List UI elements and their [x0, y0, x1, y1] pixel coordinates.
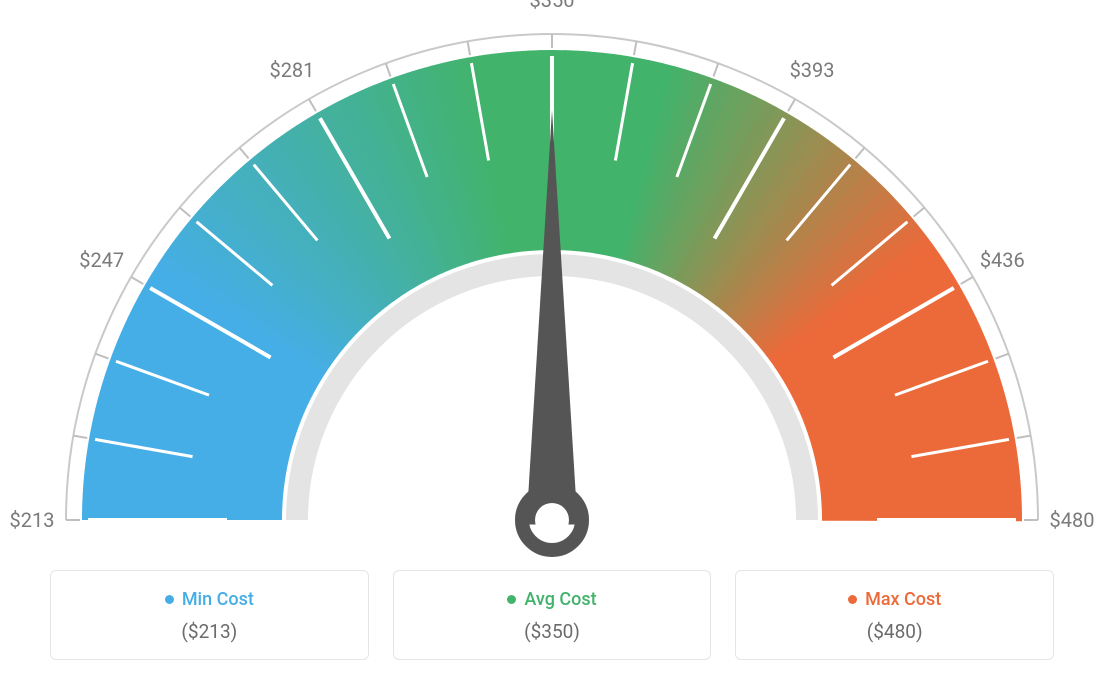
gauge-tick-label: $436	[980, 248, 1025, 272]
legend-avg-value: ($350)	[404, 620, 701, 643]
dot-icon	[848, 595, 857, 604]
gauge-tick-label: $350	[530, 0, 575, 12]
legend-min-card: Min Cost ($213)	[50, 570, 369, 660]
legend-max-title: Max Cost	[848, 589, 941, 610]
legend-row: Min Cost ($213) Avg Cost ($350) Max Cost…	[50, 570, 1054, 660]
gauge-tick-label: $281	[269, 58, 314, 82]
legend-avg-label: Avg Cost	[524, 589, 596, 610]
gauge-tick-label: $393	[790, 58, 835, 82]
gauge-tick-label: $480	[1050, 508, 1095, 532]
legend-min-label: Min Cost	[182, 589, 254, 610]
gauge-svg	[0, 0, 1104, 560]
legend-max-label: Max Cost	[865, 589, 941, 610]
legend-avg-card: Avg Cost ($350)	[393, 570, 712, 660]
legend-min-value: ($213)	[61, 620, 358, 643]
cost-gauge: $213 $247 $281 $350 $393 $436 $480	[0, 0, 1104, 560]
legend-avg-title: Avg Cost	[507, 589, 596, 610]
legend-min-title: Min Cost	[165, 589, 254, 610]
dot-icon	[165, 595, 174, 604]
gauge-tick-label: $213	[10, 508, 55, 532]
dot-icon	[507, 595, 516, 604]
gauge-tick-label: $247	[79, 248, 124, 272]
legend-max-card: Max Cost ($480)	[735, 570, 1054, 660]
legend-max-value: ($480)	[746, 620, 1043, 643]
